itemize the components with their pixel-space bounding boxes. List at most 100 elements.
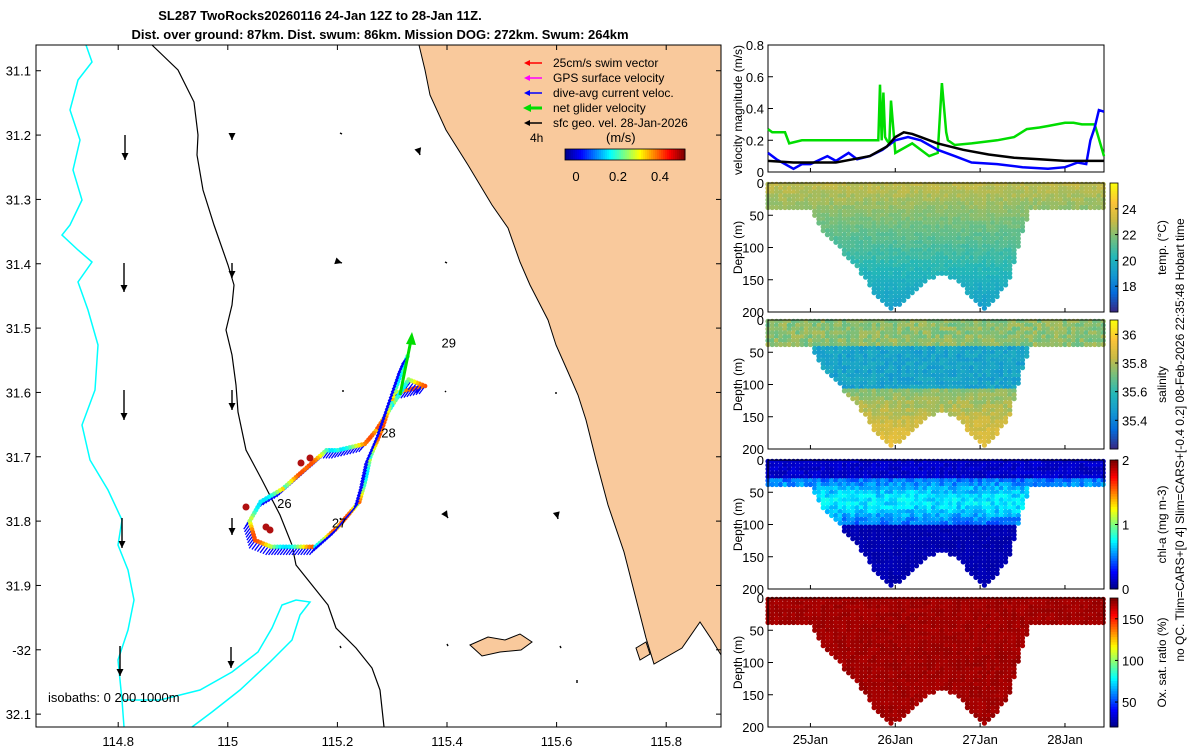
section-sample (884, 270, 890, 276)
section-sample (816, 204, 822, 211)
section-ytick-label: 0 (757, 176, 764, 191)
legend-cbar-cell (659, 149, 662, 160)
section-sample (1007, 255, 1013, 261)
section-sample (884, 290, 890, 296)
section-sample (850, 212, 856, 218)
section-sample (935, 232, 941, 238)
section-sample (795, 189, 801, 195)
section-sample (994, 208, 1000, 214)
section-sample (867, 197, 873, 203)
section-sample (833, 216, 839, 222)
section-sample (913, 263, 920, 269)
section-sample (841, 251, 848, 257)
section-sample (964, 185, 971, 191)
section-sample (918, 216, 924, 222)
section-sample (884, 235, 890, 242)
section-sample (901, 274, 907, 280)
legend-cbar-cell (661, 149, 664, 160)
section-sample (994, 243, 1000, 249)
section-sample (935, 243, 941, 249)
section-sample (892, 204, 898, 211)
section-sample (888, 212, 894, 218)
section-sample (909, 427, 915, 433)
section-sample (973, 185, 979, 191)
legend-cbar-cell (601, 149, 604, 160)
section-sample (1100, 204, 1106, 211)
legend-cbar-cell (619, 149, 622, 160)
section-sample (1011, 235, 1017, 242)
section-sample (973, 220, 979, 226)
section-sample (977, 208, 983, 214)
section-cbar-cell (1110, 203, 1118, 207)
section-sample (1019, 228, 1026, 234)
section-sample (990, 232, 996, 238)
section-sample (867, 185, 873, 191)
section-sample (846, 228, 852, 234)
section-sample (977, 232, 983, 238)
section-sample (888, 266, 894, 272)
section-sample (905, 259, 911, 265)
section-sample (888, 193, 894, 199)
section-cbar-cell (1110, 293, 1118, 297)
section-sample (1003, 189, 1009, 195)
section-sample (905, 185, 911, 191)
section-sample (981, 193, 988, 199)
section-sample (913, 259, 920, 265)
section-sample (930, 274, 937, 280)
section-sample (930, 263, 937, 269)
section-sample (905, 189, 911, 195)
section-sample (998, 274, 1004, 280)
section-sample (1007, 259, 1013, 265)
section-sample (956, 278, 962, 284)
section-sample (981, 274, 988, 280)
section-sample (918, 228, 924, 234)
section-sample (884, 301, 890, 307)
section-sample (1007, 189, 1013, 195)
section-sample (994, 259, 1000, 265)
section-sample (918, 193, 924, 199)
section-sample (969, 286, 975, 292)
section-sample (896, 201, 903, 207)
section-sample (875, 286, 881, 292)
section-cbar-title: temp. (°C) (1155, 220, 1169, 275)
section-sample (888, 224, 894, 230)
section-sample (1015, 243, 1021, 249)
section-sample (913, 423, 920, 429)
section-sample (969, 247, 975, 253)
section-sample (956, 228, 962, 234)
section-sample (905, 208, 911, 214)
section-sample (973, 216, 979, 222)
section-sample (930, 208, 937, 214)
section-sample (863, 259, 869, 265)
section-sample (998, 224, 1004, 230)
section-sample (909, 282, 915, 288)
section-sample (871, 204, 877, 211)
legend-cbar-cell (639, 149, 642, 160)
legend-cbar-cell (609, 149, 612, 160)
section-sample (956, 263, 962, 269)
section-sample (926, 235, 932, 242)
section-sample (943, 247, 949, 253)
section-sample (816, 212, 822, 218)
section-sample (918, 235, 924, 242)
section-cbar-cell (1110, 381, 1118, 385)
section-sample (986, 255, 992, 261)
section-sample (888, 220, 894, 226)
section-sample (926, 185, 932, 191)
section-cbar-cell (1110, 412, 1118, 416)
section-sample (875, 204, 881, 211)
section-ytick-label: 100 (742, 378, 764, 393)
section-cbar-cell (1110, 392, 1118, 396)
section-sample (858, 263, 864, 269)
section-sample (833, 208, 839, 214)
section-sample (837, 235, 843, 242)
section-sample (986, 201, 992, 207)
map-xtick-label: 115.6 (541, 734, 573, 749)
section-sample (888, 270, 894, 276)
section-sample (973, 266, 979, 272)
section-sample (943, 270, 949, 276)
section-sample (884, 278, 890, 284)
section-sample (841, 235, 848, 242)
section-sample (841, 239, 848, 245)
section-sample (863, 247, 869, 253)
